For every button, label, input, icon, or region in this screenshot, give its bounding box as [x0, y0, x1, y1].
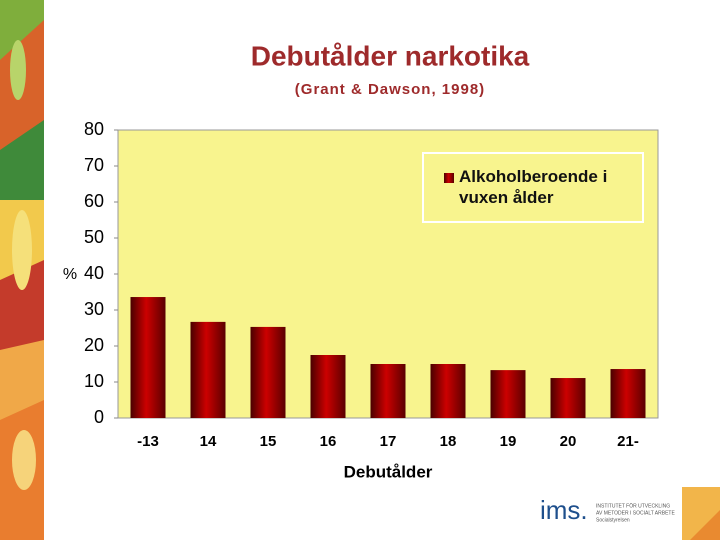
bar [250, 326, 286, 418]
legend-entry: Alkoholberoende i vuxen ålder [459, 167, 608, 207]
bar [550, 378, 586, 418]
y-tick-label: 80 [84, 119, 104, 139]
chart-title: Debutålder narkotika [251, 40, 530, 71]
x-tick-label: 21- [617, 433, 639, 450]
x-tick-label: 20 [560, 433, 577, 450]
bar [490, 370, 526, 418]
y-tick-label: 10 [84, 371, 104, 391]
bar [430, 364, 466, 418]
legend-box [422, 152, 644, 223]
y-axis-label: % [63, 266, 77, 283]
corner-decoration [682, 487, 720, 540]
left-decoration [0, 0, 44, 540]
logo-text: Socialstyrelsen [596, 517, 630, 523]
y-tick-label: 30 [84, 299, 104, 319]
bar [190, 321, 226, 418]
logo-text: INSTITUTET FÖR UTVECKLING [596, 502, 670, 509]
bar [610, 369, 646, 418]
x-tick-label: -13 [137, 433, 159, 450]
bar [310, 355, 346, 418]
bar [370, 364, 406, 418]
x-tick-label: 17 [380, 433, 397, 450]
logo-mark: ims. [540, 495, 588, 525]
logo-text: AV METODER I SOCIALT ARBETE [596, 510, 675, 516]
y-tick-label: 60 [84, 191, 104, 211]
x-tick-label: 14 [200, 433, 217, 450]
x-axis-label: Debutålder [344, 462, 433, 481]
x-tick-label: 16 [320, 433, 337, 450]
x-tick-label: 15 [260, 433, 277, 450]
y-tick-label: 70 [84, 155, 104, 175]
x-tick-label: 19 [500, 433, 517, 450]
logo: ims. INSTITUTET FÖR UTVECKLING AV METODE… [540, 495, 675, 525]
y-tick-label: 20 [84, 335, 104, 355]
y-tick-label: 50 [84, 227, 104, 247]
y-tick-label: 0 [94, 407, 104, 427]
legend-swatch [444, 173, 454, 183]
x-tick-label: 18 [440, 433, 457, 450]
bar [130, 297, 166, 418]
legend-label: Alkoholberoende i vuxen ålder [459, 167, 608, 207]
chart-subtitle: (Grant & Dawson, 1998) [295, 81, 485, 98]
y-tick-label: 40 [84, 263, 104, 283]
